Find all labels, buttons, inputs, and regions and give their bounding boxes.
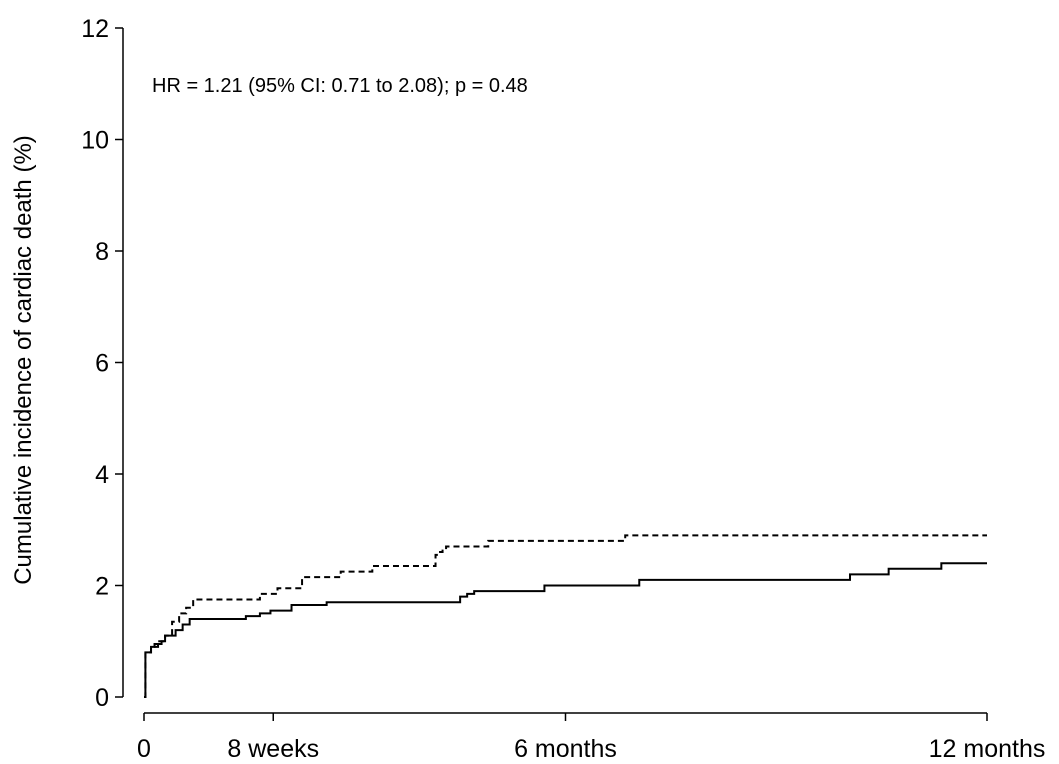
y-axis-title: Cumulative incidence of cardiac death (%… [10, 135, 37, 585]
x-tick-label: 12 months [929, 735, 1046, 763]
y-tick-label: 4 [95, 461, 109, 489]
axes: 0 2 4 6 8 10 12 0 8 weeks 6 months 12 months [81, 15, 1045, 763]
y-tick-label: 6 [95, 350, 109, 378]
series-group [144, 534, 987, 698]
y-tick-label: 0 [95, 684, 109, 712]
x-tick-label: 8 weeks [227, 735, 319, 763]
x-tick-label: 6 months [514, 735, 617, 763]
dashed-series-line [144, 534, 987, 698]
y-tick-label: 8 [95, 238, 109, 266]
y-tick-label: 12 [81, 15, 109, 43]
hazard-ratio-annotation: HR = 1.21 (95% CI: 0.71 to 2.08); p = 0.… [152, 75, 528, 97]
y-tick-label: 10 [81, 127, 109, 155]
y-tick-label: 2 [95, 573, 109, 601]
solid-series-line [144, 562, 987, 698]
x-tick-label: 0 [137, 735, 151, 763]
